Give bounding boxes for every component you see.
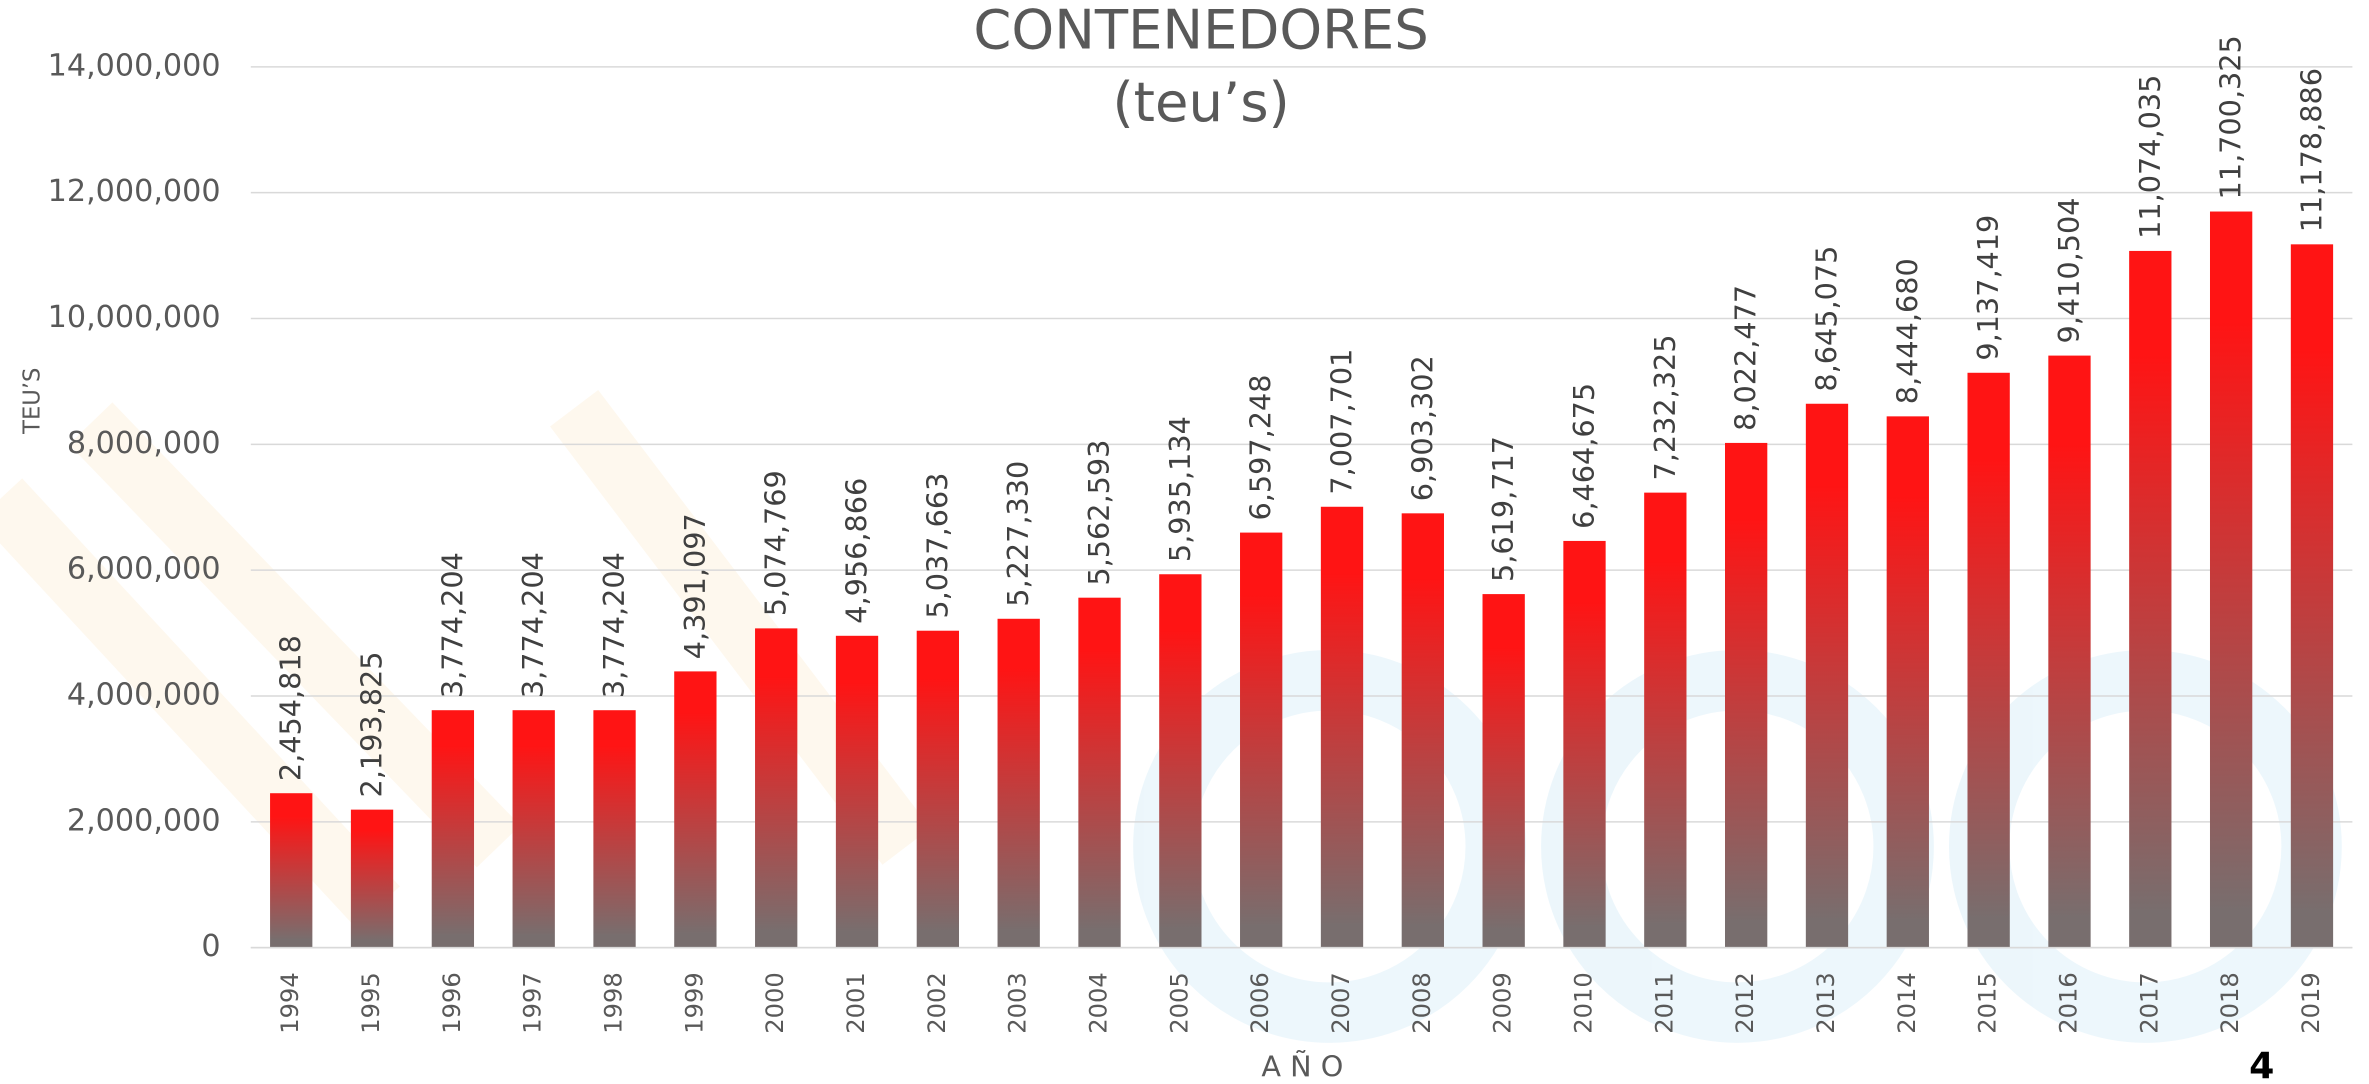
- x-tick-label: 2010: [1569, 972, 1597, 1033]
- value-label: 11,074,035: [2133, 75, 2167, 239]
- x-tick-label: 2007: [1327, 972, 1355, 1033]
- value-label: 4,391,097: [678, 513, 712, 659]
- y-tick-label: 2,000,000: [67, 803, 221, 838]
- bar: [593, 710, 636, 948]
- y-tick-label: 4,000,000: [67, 677, 221, 712]
- x-tick-label: 2008: [1408, 972, 1436, 1033]
- x-tick-label: 1998: [600, 972, 628, 1033]
- bar: [2048, 355, 2091, 948]
- page-number: 4: [2249, 1045, 2274, 1084]
- chart-subtitle: (teu’s): [1112, 71, 1289, 134]
- value-label: 11,178,886: [2294, 68, 2328, 232]
- value-label: 9,410,504: [2052, 197, 2086, 343]
- value-label: 5,037,663: [920, 473, 954, 619]
- x-tick-label: 2004: [1085, 972, 1113, 1033]
- value-label: 9,137,419: [1971, 215, 2005, 361]
- x-tick-label: 2012: [1731, 972, 1759, 1033]
- bar: [1886, 416, 1929, 948]
- y-tick-label: 6,000,000: [67, 552, 221, 587]
- x-tick-label: 2013: [1812, 972, 1840, 1033]
- x-tick-label: 2005: [1165, 972, 1193, 1033]
- bar: [512, 710, 555, 948]
- bar: [1240, 532, 1283, 948]
- y-tick-label: 10,000,000: [48, 300, 221, 335]
- value-label: 5,562,593: [1082, 440, 1116, 586]
- x-tick-label: 2000: [761, 972, 789, 1033]
- bar: [1320, 506, 1364, 948]
- bar: [270, 793, 313, 948]
- x-tick-label: 1999: [680, 972, 708, 1033]
- bar: [1159, 574, 1202, 948]
- x-tick-label: 1994: [276, 972, 304, 1033]
- value-label: 5,074,769: [759, 470, 793, 616]
- x-tick-label: 2016: [2054, 972, 2082, 1033]
- bar: [755, 628, 798, 948]
- value-label: 3,774,204: [597, 552, 631, 698]
- value-label: 5,227,330: [1001, 461, 1035, 607]
- x-tick-label: 2001: [842, 972, 870, 1033]
- x-tick-label: 1995: [357, 972, 385, 1033]
- bar: [2129, 250, 2172, 948]
- value-label: 5,935,134: [1163, 416, 1197, 562]
- x-tick-label: 1997: [519, 972, 547, 1033]
- watermark: [0, 390, 2342, 1043]
- y-tick-label: 14,000,000: [48, 48, 221, 83]
- x-tick-label: 2002: [923, 972, 951, 1033]
- value-label: 2,454,818: [274, 635, 308, 781]
- value-label: 4,956,866: [840, 478, 874, 624]
- value-label: 2,193,825: [355, 652, 389, 798]
- bar: [1078, 597, 1121, 948]
- y-axis-label: TEU’S: [20, 368, 46, 435]
- x-tick-label: 2014: [1893, 972, 1921, 1033]
- value-label: 6,597,248: [1244, 374, 1278, 520]
- bar: [1401, 513, 1444, 948]
- bar: [2290, 244, 2334, 948]
- bar: [350, 809, 394, 948]
- bar: [431, 710, 475, 948]
- value-label: 5,619,717: [1486, 436, 1520, 582]
- bar: [674, 671, 717, 948]
- x-tick-label: 1996: [438, 972, 466, 1033]
- y-tick-label: 8,000,000: [67, 426, 221, 461]
- value-label: 11,700,325: [2214, 35, 2248, 199]
- x-tick-label: 2015: [1974, 972, 2002, 1033]
- value-label: 7,232,325: [1648, 335, 1682, 481]
- y-tick-label: 0: [201, 929, 220, 964]
- value-label: 3,774,204: [435, 552, 469, 698]
- bar: [916, 630, 960, 948]
- x-tick-label: 2003: [1004, 972, 1032, 1033]
- bar: [2209, 211, 2253, 948]
- x-tick-label: 2018: [2216, 972, 2244, 1033]
- value-label: 8,444,680: [1890, 258, 1924, 404]
- y-tick-label: 12,000,000: [48, 174, 221, 209]
- bar: [1563, 540, 1606, 948]
- bar: [1482, 594, 1525, 948]
- bar: [1644, 492, 1687, 948]
- value-label: 8,022,477: [1729, 285, 1763, 431]
- x-tick-label: 2006: [1246, 972, 1274, 1033]
- value-label: 3,774,204: [516, 552, 550, 698]
- chart-title: CONTENEDORES: [973, 0, 1428, 62]
- value-label: 7,007,701: [1325, 349, 1359, 495]
- bar: [835, 635, 879, 948]
- bar: [1805, 403, 1849, 948]
- x-tick-label: 2019: [2297, 972, 2325, 1033]
- x-axis-label: A Ñ O: [1261, 1050, 1343, 1084]
- x-tick-label: 2017: [2135, 972, 2163, 1033]
- value-label: 6,903,302: [1405, 355, 1439, 501]
- bar: [1725, 442, 1768, 948]
- x-tick-label: 2009: [1489, 972, 1517, 1033]
- bar: [997, 618, 1040, 948]
- value-label: 6,464,675: [1567, 383, 1601, 529]
- x-tick-label: 2011: [1650, 972, 1678, 1033]
- bar: [1967, 372, 2010, 948]
- value-label: 8,645,075: [1809, 246, 1843, 392]
